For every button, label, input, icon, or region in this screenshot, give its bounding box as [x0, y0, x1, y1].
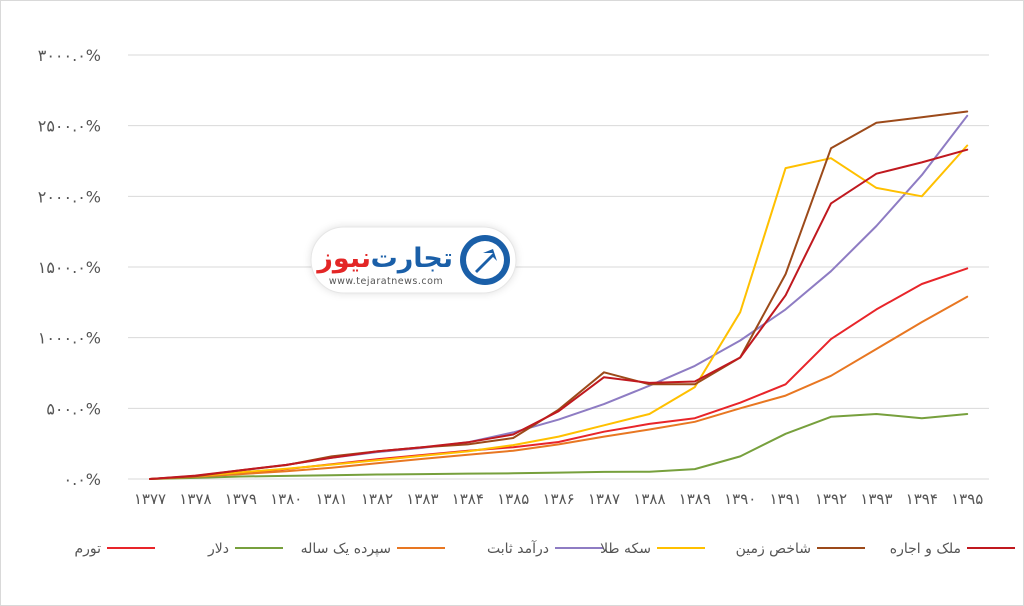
legend-item-0: تورم [74, 541, 155, 557]
legend-label: سکه طلا [600, 541, 651, 557]
y-tick-label: ۳۰۰۰.۰% [38, 46, 101, 65]
logo-backdrop [310, 226, 517, 294]
legend-item-5: شاخص زمین [736, 541, 865, 557]
legend-item-4: سکه طلا [600, 541, 705, 557]
logo-text-part1: تجارت [371, 243, 453, 274]
x-tick-label: ۱۳۷۷ [134, 490, 166, 508]
x-tick-label: ۱۳۹۳ [860, 490, 892, 508]
y-tick-label: ۱۰۰۰.۰% [38, 329, 101, 348]
y-tick-label: ۱۵۰۰.۰% [38, 258, 101, 277]
y-axis: ۰.۰% ۵۰۰.۰% ۱۰۰۰.۰% ۱۵۰۰.۰% ۲۰۰۰.۰% ۲۵۰۰.۰% ۳۰… [38, 46, 101, 489]
y-tick-label: ۲۰۰۰.۰% [38, 187, 101, 206]
x-tick-label: ۱۳۹۵ [951, 490, 983, 508]
series-line-3 [149, 114, 969, 480]
x-tick-label: ۱۳۷۹ [225, 490, 257, 508]
legend-item-3: درآمد ثابت [487, 540, 603, 557]
legend: تورم دلار سپرده یک ساله درآمد ثابت سکه طلا شا… [74, 540, 1015, 557]
logo-text-part2: نیوز [315, 243, 371, 274]
series-line-1 [149, 413, 969, 480]
x-tick-label: ۱۳۸۹ [679, 490, 711, 508]
x-axis: ۱۳۷۷ ۱۳۷۸ ۱۳۷۹ ۱۳۸۰ ۱۳۸۱ ۱۳۸۲ ۱۳۸۳ ۱۳۸۴ ۱۳۸۵ ۱۳۸۶… [134, 490, 983, 508]
x-tick-label: ۱۳۸۲ [361, 490, 393, 508]
x-tick-label: ۱۳۸۵ [497, 490, 529, 508]
x-tick-label: ۱۳۷۸ [179, 490, 211, 508]
x-tick-label: ۱۳۸۱ [315, 490, 347, 508]
x-tick-label: ۱۳۸۷ [588, 490, 620, 508]
x-tick-label: ۱۳۹۰ [724, 490, 756, 508]
series-line-0 [149, 267, 969, 480]
y-tick-label: ۲۵۰۰.۰% [38, 117, 101, 136]
legend-label: درآمد ثابت [487, 540, 549, 557]
y-tick-label: ۰.۰% [64, 470, 101, 489]
x-tick-label: ۱۳۸۰ [270, 490, 302, 508]
x-tick-label: ۱۳۹۲ [815, 490, 847, 508]
series-lines [149, 110, 969, 480]
x-tick-label: ۱۳۸۳ [406, 490, 438, 508]
x-tick-label: ۱۳۸۸ [633, 490, 665, 508]
series-line-4 [149, 144, 969, 480]
series-line-6 [149, 148, 969, 480]
legend-label: ملک و اجاره [890, 541, 961, 557]
watermark-logo: تجارت نیوز www.tejaratnews.com [310, 226, 517, 294]
legend-item-2: سپرده یک ساله [301, 541, 445, 557]
legend-label: دلار [207, 541, 229, 557]
logo-url: www.tejaratnews.com [329, 276, 443, 287]
legend-item-1: دلار [207, 541, 283, 557]
gridlines [128, 54, 989, 480]
logo-mark-icon [460, 235, 510, 285]
legend-label: تورم [74, 541, 101, 557]
x-tick-label: ۱۳۸۶ [542, 490, 574, 508]
series-line-2 [149, 295, 969, 480]
y-tick-label: ۵۰۰.۰% [46, 399, 101, 418]
x-tick-label: ۱۳۹۴ [906, 490, 938, 508]
legend-label: سپرده یک ساله [301, 541, 391, 557]
legend-item-6: ملک و اجاره [890, 541, 1015, 557]
x-tick-label: ۱۳۹۱ [769, 490, 801, 508]
legend-label: شاخص زمین [736, 541, 811, 557]
x-tick-label: ۱۳۸۴ [452, 490, 484, 508]
